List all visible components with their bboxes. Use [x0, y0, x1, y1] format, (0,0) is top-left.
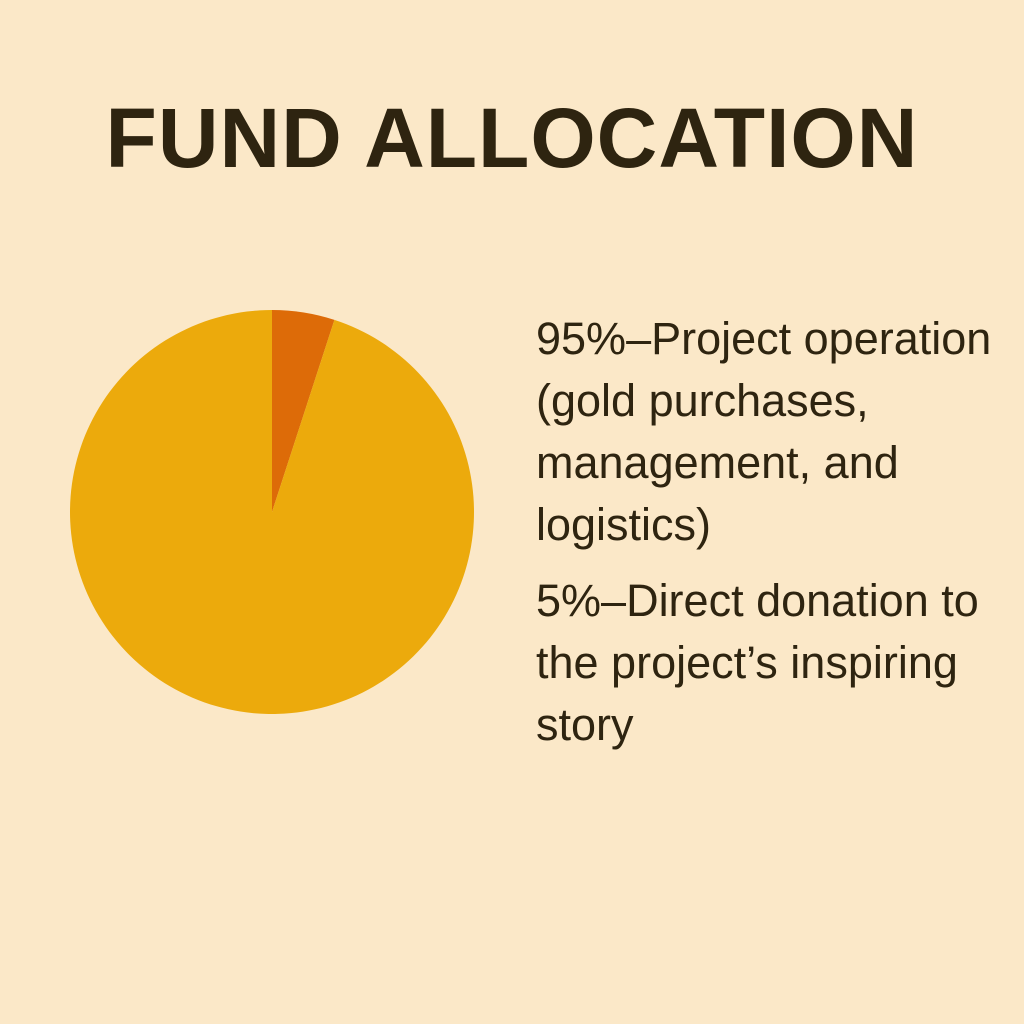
legend-item-project-operation: 95%–Project operation (gold purchases, m…: [536, 313, 992, 550]
chart-title: FUND ALLOCATION: [105, 91, 919, 185]
pie-chart: [60, 300, 484, 724]
legend: 95%–Project operation (gold purchases, m…: [536, 308, 1006, 770]
pie-slice-0: [272, 310, 335, 512]
legend-item-direct-donation: 5%–Direct donation to the project’s insp…: [536, 575, 979, 750]
pie-chart-svg: [69, 310, 474, 714]
pie-slice-1: [69, 310, 474, 714]
